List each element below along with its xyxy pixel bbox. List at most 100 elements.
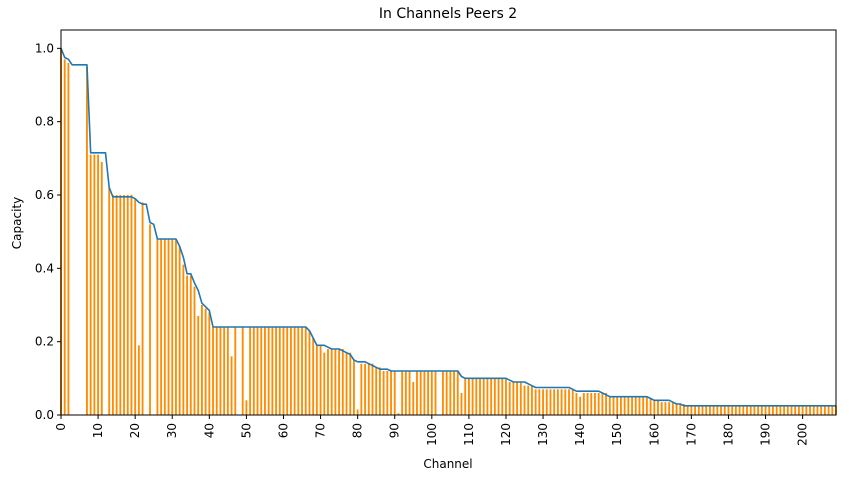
bar xyxy=(683,404,685,415)
bar xyxy=(775,405,778,415)
bar xyxy=(460,393,463,415)
chart-title: In Channels Peers 2 xyxy=(379,6,517,22)
bar xyxy=(786,405,789,415)
bar xyxy=(404,371,407,415)
bar xyxy=(156,239,159,415)
bar xyxy=(668,402,671,415)
bar xyxy=(634,396,637,415)
bar xyxy=(801,405,804,415)
x-tick-label: 120 xyxy=(499,423,513,446)
x-tick-label: 60 xyxy=(276,423,290,438)
bar xyxy=(709,405,711,415)
bar xyxy=(182,264,185,415)
bar xyxy=(697,405,700,415)
bar xyxy=(256,327,259,415)
bar xyxy=(493,378,496,415)
x-tick-label: 100 xyxy=(425,423,439,446)
bar xyxy=(167,239,170,415)
x-tick-label: 50 xyxy=(239,423,253,438)
bar xyxy=(115,195,118,415)
bar xyxy=(608,396,611,415)
bar xyxy=(397,413,400,415)
bar xyxy=(631,396,633,415)
bar xyxy=(490,378,493,415)
bar xyxy=(382,371,385,415)
bar xyxy=(456,371,459,415)
bar xyxy=(327,349,329,415)
bar xyxy=(560,389,563,415)
bar xyxy=(200,305,203,415)
x-tick-label: 180 xyxy=(721,423,735,446)
bar xyxy=(89,154,92,416)
bar xyxy=(304,327,307,415)
bar xyxy=(353,360,355,415)
bar xyxy=(553,389,556,415)
bar xyxy=(720,405,722,415)
bar xyxy=(215,327,218,415)
bar xyxy=(86,66,88,416)
bar xyxy=(412,382,415,415)
bar xyxy=(137,345,140,415)
x-tick-label: 80 xyxy=(351,423,365,438)
bar xyxy=(364,363,366,415)
bar xyxy=(649,398,652,415)
bar xyxy=(794,405,797,415)
bar xyxy=(249,327,252,415)
x-axis-label: Channel xyxy=(423,457,472,471)
bar xyxy=(427,371,430,415)
x-tick-label: 40 xyxy=(202,423,216,438)
bar xyxy=(501,378,504,415)
bar xyxy=(434,371,437,415)
plot-area xyxy=(60,29,837,416)
bar xyxy=(212,327,214,415)
bar xyxy=(108,187,111,415)
bar xyxy=(590,393,593,415)
bar xyxy=(408,371,411,415)
bar xyxy=(141,202,144,415)
bar xyxy=(453,371,455,415)
bar xyxy=(371,363,374,415)
bar xyxy=(827,405,830,415)
bar xyxy=(508,382,511,415)
bar xyxy=(93,154,96,416)
bar xyxy=(757,405,760,415)
bar xyxy=(783,405,786,415)
bar xyxy=(657,400,659,415)
y-axis: 0.0 0.2 0.4 0.6 0.8 1.0 xyxy=(35,41,61,422)
bar xyxy=(519,382,522,415)
x-tick-label: 200 xyxy=(796,423,810,446)
bar xyxy=(178,246,181,415)
bar xyxy=(186,275,188,415)
bar xyxy=(627,396,630,415)
x-axis: 0 10 20 30 40 50 60 70 80 90 100 110 120 130 140 150 160… xyxy=(54,415,810,446)
bar xyxy=(378,367,381,415)
bar xyxy=(575,393,578,415)
bar xyxy=(111,195,114,415)
bar xyxy=(449,371,452,415)
bar xyxy=(278,327,281,415)
x-tick-label: 190 xyxy=(759,423,773,446)
bar xyxy=(605,393,608,415)
bar xyxy=(241,327,244,415)
bar xyxy=(531,385,533,415)
bar xyxy=(612,396,615,415)
bar xyxy=(393,371,396,415)
bar xyxy=(367,363,370,415)
bar xyxy=(812,405,815,415)
x-tick-label: 130 xyxy=(536,423,550,446)
bar xyxy=(534,389,537,415)
x-tick-label: 0 xyxy=(54,423,68,431)
bar xyxy=(671,402,674,415)
bar xyxy=(545,389,548,415)
bar xyxy=(334,349,337,415)
bar xyxy=(823,405,826,415)
bar xyxy=(712,405,715,415)
bar xyxy=(542,389,544,415)
x-tick-label: 150 xyxy=(610,423,624,446)
bar xyxy=(831,405,834,415)
x-tick-label: 160 xyxy=(647,423,661,446)
bar xyxy=(623,396,626,415)
bar xyxy=(67,63,70,415)
bar xyxy=(341,349,344,415)
bar xyxy=(760,405,763,415)
